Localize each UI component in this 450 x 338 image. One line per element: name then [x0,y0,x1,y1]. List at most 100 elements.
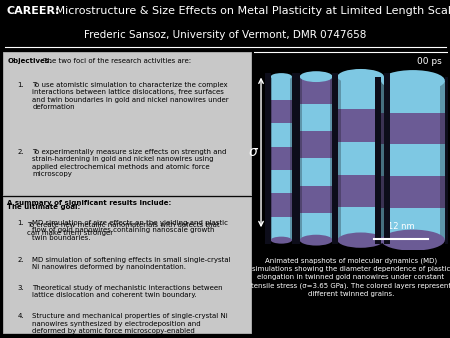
Bar [380,77,384,109]
Bar [300,213,302,240]
Bar [338,109,384,142]
Bar [338,175,341,208]
Bar [271,217,272,240]
Bar [300,159,333,186]
Polygon shape [332,73,338,244]
Polygon shape [292,73,298,244]
Text: 1.: 1. [17,82,24,88]
Polygon shape [375,77,381,244]
Bar [381,208,386,240]
Polygon shape [384,73,390,244]
Bar [338,142,341,175]
Bar [381,176,386,208]
Bar [381,144,386,176]
Bar [300,77,302,104]
Bar [380,208,384,240]
Bar [380,142,384,175]
Text: Objectives.: Objectives. [7,58,52,64]
Bar [271,100,292,123]
Bar [290,77,292,100]
Bar [271,77,272,100]
Bar [271,123,292,147]
Bar [330,213,333,240]
Text: MD simulation of size effects on the yielding and plastic
flow of gold nanowires: MD simulation of size effects on the yie… [32,220,228,241]
Bar [440,208,445,240]
Text: To create new metallic nanomaterials with defects that
can make them stronger: To create new metallic nanomaterials wit… [27,222,220,236]
Text: 4.: 4. [17,313,24,319]
Ellipse shape [271,237,292,244]
Ellipse shape [338,69,384,84]
Text: 2.: 2. [17,257,24,263]
Bar [440,144,445,176]
Bar [271,147,272,170]
Polygon shape [445,77,450,244]
Bar [271,100,272,123]
Ellipse shape [300,235,333,246]
Bar [381,81,445,113]
Bar [290,147,292,170]
Bar [271,77,292,100]
Bar [381,208,445,240]
Bar [271,170,292,193]
Text: 1.: 1. [17,220,24,226]
Ellipse shape [338,233,384,248]
Bar [330,131,333,159]
Text: To use atomistic simulation to characterize the complex
interactions between lat: To use atomistic simulation to character… [32,82,229,111]
Text: Frederic Sansoz, University of Vermont, DMR 0747658: Frederic Sansoz, University of Vermont, … [84,30,366,40]
Bar [338,77,341,109]
Bar [381,176,445,208]
Bar [271,123,272,147]
Text: The two foci of the research activities are:: The two foci of the research activities … [41,58,191,64]
Bar [300,186,302,213]
Bar [381,81,386,113]
Bar [290,193,292,217]
Bar [271,193,292,217]
Bar [330,104,333,131]
Ellipse shape [271,73,292,80]
Text: 3.: 3. [17,285,24,291]
Text: MD simulation of softening effects in small single-crystal
Ni nanowires deformed: MD simulation of softening effects in sm… [32,257,231,270]
Text: 00 ps: 00 ps [417,57,442,66]
Bar [338,208,384,240]
Bar [300,131,302,159]
Bar [300,186,333,213]
Bar [338,142,384,175]
Bar [380,109,384,142]
Bar [338,109,341,142]
Text: 12 nm: 12 nm [388,222,414,231]
Ellipse shape [381,70,445,91]
Bar [330,77,333,104]
Bar [330,159,333,186]
Polygon shape [333,73,338,244]
Bar [338,208,341,240]
Bar [338,175,384,208]
Text: Structure and mechanical properties of single-crystal Ni
nanowires synthesized b: Structure and mechanical properties of s… [32,313,228,338]
Bar [440,113,445,144]
Bar [338,77,384,109]
Bar [4,52,251,195]
Text: Microstructure & Size Effects on Metal Plasticity at Limited Length Scale: Microstructure & Size Effects on Metal P… [52,6,450,16]
Bar [290,170,292,193]
Bar [290,123,292,147]
Bar [300,213,333,240]
Bar [300,159,302,186]
Text: 2.: 2. [17,149,24,155]
Bar [271,170,272,193]
Bar [4,197,251,333]
Polygon shape [265,73,271,244]
Bar [380,175,384,208]
Bar [381,113,445,144]
Bar [381,113,386,144]
Text: Theoretical study of mechanistic interactions between
lattice dislocation and co: Theoretical study of mechanistic interac… [32,285,223,298]
Bar [330,186,333,213]
Bar [271,193,272,217]
Bar [290,100,292,123]
Text: Animated snapshots of molecular dynamics (MD)
simulations showing the diameter d: Animated snapshots of molecular dynamics… [251,258,450,296]
Bar [300,104,302,131]
Text: A summary of significant results Include:: A summary of significant results Include… [7,200,171,206]
Text: σ: σ [248,145,257,160]
Bar [300,77,333,104]
Bar [300,131,333,159]
Ellipse shape [381,230,445,251]
Text: CAREER:: CAREER: [7,6,60,16]
